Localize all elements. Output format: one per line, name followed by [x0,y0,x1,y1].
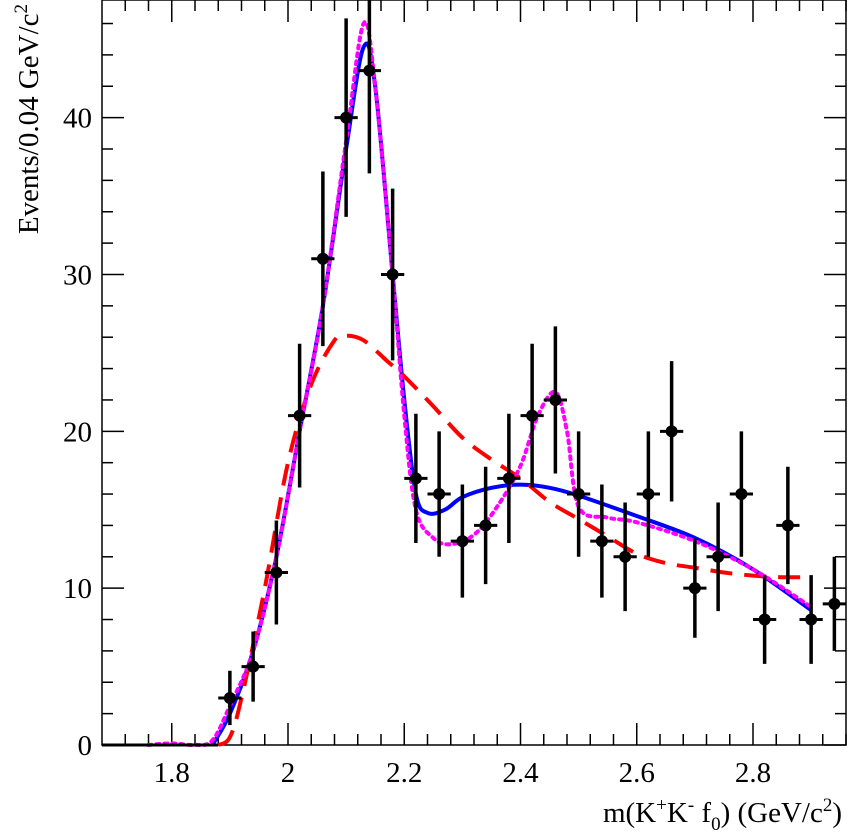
data-point-marker [247,660,260,673]
plot-frame [101,0,847,746]
data-point [799,575,823,664]
data-point-marker [526,409,539,422]
data-point-marker [340,111,353,124]
data-point-marker [502,472,515,485]
data-point [497,413,521,544]
data-point-marker [712,550,725,563]
data-point [543,326,567,474]
data-point-marker [781,519,794,532]
y-tick-label: 30 [63,259,92,291]
data-point [660,361,684,502]
data-point-marker [805,613,818,626]
data-point [776,466,800,585]
data-point [567,431,591,557]
data-point [427,431,451,557]
data-point-marker [456,535,469,548]
data-point-marker [479,519,492,532]
y-tick-label: 10 [63,573,92,605]
fit-curve-dashed [217,332,812,747]
x-tick-label: 1.8 [154,757,190,789]
x-tick-label: 2.4 [502,757,539,789]
data-point-marker [363,64,376,77]
fit-curve-dotted [146,19,814,748]
data-point-marker [665,425,678,438]
data-point-marker [409,472,422,485]
x-tick-label: 2 [281,757,296,789]
data-point-marker [595,535,608,548]
data-point [218,670,242,726]
y-axis-title: Events/0.04 GeV/c2 [11,4,45,234]
data-point-marker [223,691,236,704]
data-point [590,484,614,598]
data-point-marker [293,409,306,422]
data-point [822,556,846,651]
data-point-marker [386,268,399,281]
x-tick-label: 2.6 [619,757,655,789]
data-point [357,0,381,174]
data-point [311,171,335,347]
data-point [683,538,707,638]
data-point-marker [758,613,771,626]
y-tick-label: 20 [63,416,92,448]
x-tick-label: 2.8 [735,757,771,789]
data-point-marker [433,488,446,501]
data-point-marker [572,488,585,501]
data-point-marker [688,582,701,595]
fit-curve-solid [210,41,813,747]
data-point-marker [642,488,655,501]
data-point [288,343,312,488]
data-point-marker [316,252,329,265]
data-point-marker [549,393,562,406]
x-axis-title: m(K+K- f0) (GeV/c2) [603,795,842,835]
data-point-marker [735,488,748,501]
data-point [729,431,753,557]
data-point [450,484,474,598]
data-point-marker [270,566,283,579]
data-point [334,18,358,217]
data-point [264,520,288,625]
x-tick-label: 2.2 [386,757,422,789]
data-point [706,502,730,612]
data-point [381,188,405,361]
data-point [474,466,498,585]
data-point [520,343,544,488]
data-point [613,502,637,612]
data-point [404,413,428,544]
data-point-marker [828,597,841,610]
data-point [753,575,777,664]
data-point [636,431,660,557]
y-tick-label: 40 [63,103,92,135]
data-point [241,631,265,702]
data-point-marker [619,550,632,563]
y-tick-label: 0 [78,730,93,762]
